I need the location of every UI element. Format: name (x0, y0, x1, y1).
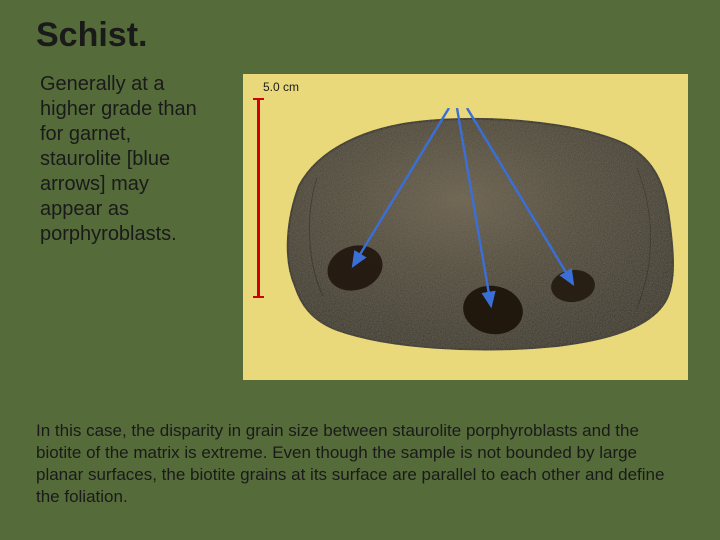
scale-label: 5.0 cm (263, 80, 299, 94)
side-paragraph: Generally at a higher grade than for gar… (40, 72, 210, 247)
scale-bar-icon (257, 98, 260, 298)
rock-image (277, 108, 677, 358)
bottom-paragraph: In this case, the disparity in grain siz… (36, 420, 686, 508)
slide-title: Schist. (36, 16, 147, 55)
slide: Schist. Generally at a higher grade than… (0, 0, 720, 540)
rock-figure: 5.0 cm (243, 74, 688, 380)
rock-body-icon (277, 108, 677, 358)
